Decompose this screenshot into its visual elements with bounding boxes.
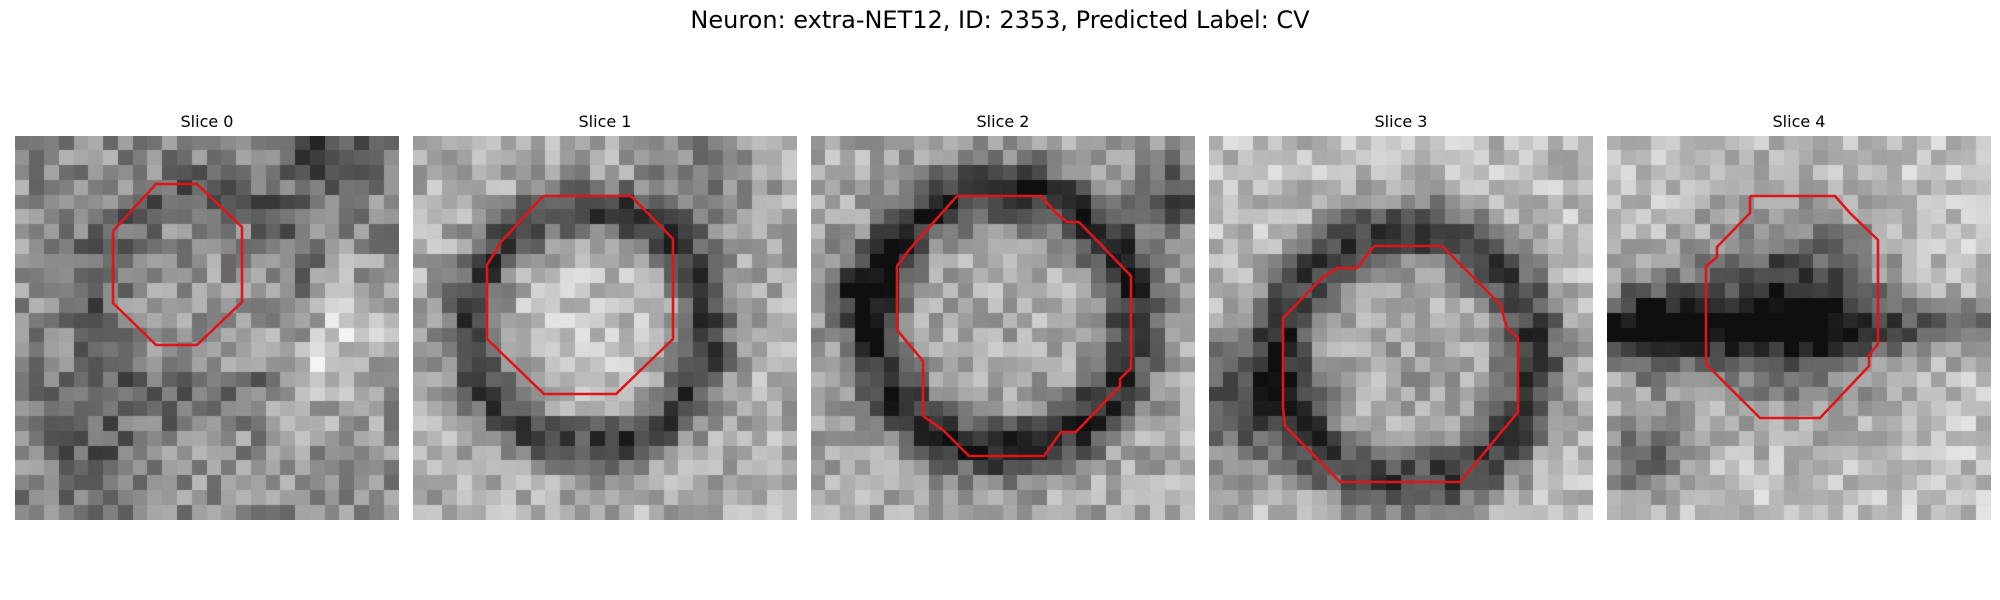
slice-title: Slice 0 [180, 112, 234, 131]
slice-title: Slice 2 [976, 112, 1030, 131]
figure-title: Neuron: extra-NET12, ID: 2353, Predicted… [690, 6, 1310, 34]
slice-title: Slice 1 [578, 112, 632, 131]
slice-panel-2: Slice 2 [811, 112, 1195, 520]
em-slice-image [413, 136, 797, 520]
segmentation-outline [111, 182, 244, 347]
segmentation-outline [1281, 244, 1520, 484]
slice-title: Slice 4 [1772, 112, 1826, 131]
em-slice-image [1209, 136, 1593, 520]
em-slice-image [15, 136, 399, 520]
slice-panel-1: Slice 1 [413, 112, 797, 520]
slice-title: Slice 3 [1374, 112, 1428, 131]
segmentation-outline [485, 194, 675, 396]
slice-panel-0: Slice 0 [15, 112, 399, 520]
slice-panel-4: Slice 4 [1607, 112, 1991, 520]
segmentation-outline [1704, 194, 1880, 420]
em-slice-image [1607, 136, 1991, 520]
segmentation-outline [895, 194, 1133, 458]
slice-panel-3: Slice 3 [1209, 112, 1593, 520]
